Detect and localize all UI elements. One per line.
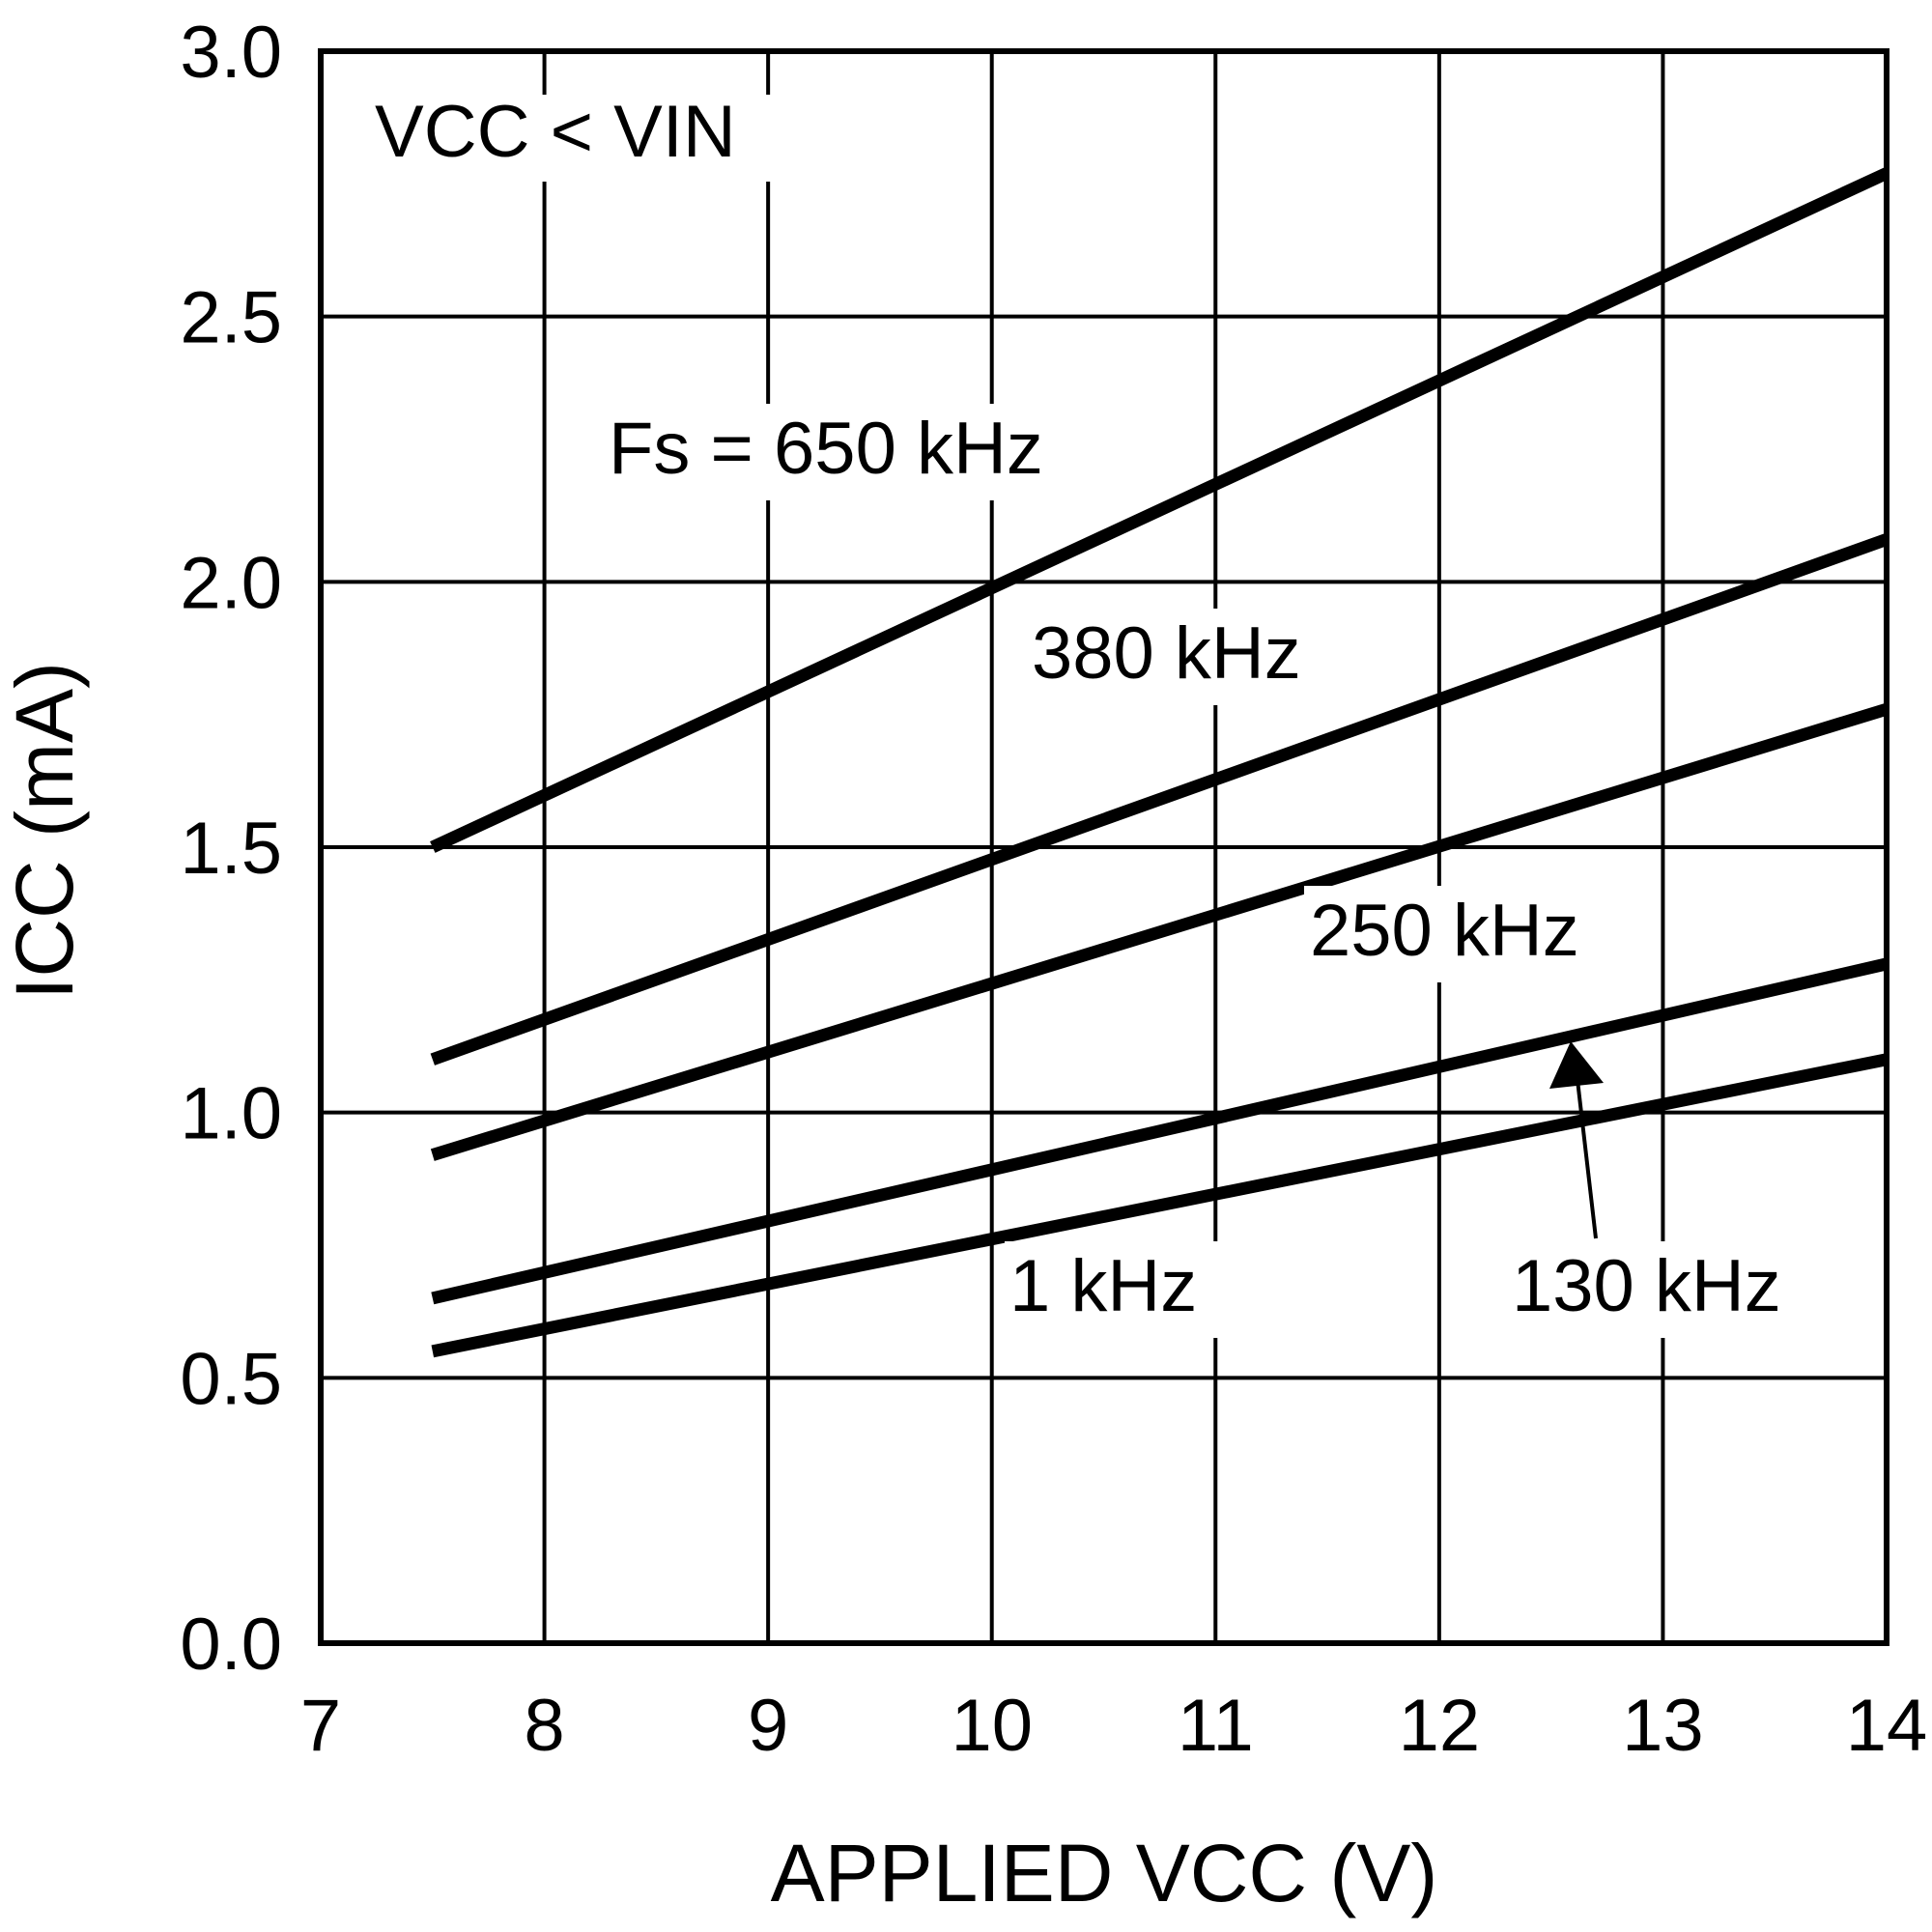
annotation-fs-130: 130 kHz: [1512, 1245, 1781, 1327]
y-tick-label: 3.0: [180, 12, 282, 94]
annotation-fs-1: 1 kHz: [1009, 1245, 1197, 1327]
x-tick-label: 9: [748, 1685, 788, 1767]
y-tick-label: 1.0: [180, 1073, 282, 1155]
grid-lines: [321, 51, 1887, 1643]
y-tick-labels: 0.0 0.5 1.0 1.5 2.0 2.5 3.0: [180, 12, 282, 1686]
fs-380-label-bg: [1024, 609, 1362, 705]
annotation-fs-380: 380 kHz: [1032, 612, 1301, 695]
series-lines: [430, 167, 1889, 1358]
annotation-fs-250: 250 kHz: [1310, 890, 1579, 972]
fs-130-label-bg: [1507, 1241, 1831, 1338]
x-tick-label: 14: [1846, 1685, 1928, 1767]
y-tick-label: 0.0: [180, 1604, 282, 1686]
x-tick-label: 11: [1178, 1685, 1254, 1767]
annotation-condition: VCC < VIN: [375, 91, 736, 173]
fs-650-label-bg: [604, 404, 1135, 500]
plot-border: [318, 48, 1889, 1646]
fs-250-label-bg: [1304, 886, 1637, 982]
x-axis-label: APPLIED VCC (V): [771, 1828, 1438, 1918]
x-tick-label: 13: [1622, 1685, 1704, 1767]
annotation-arrow: [1576, 1079, 1598, 1239]
x-tick-label: 7: [300, 1685, 341, 1767]
x-tick-label: 10: [951, 1685, 1033, 1767]
series-line-250-khz: [430, 702, 1889, 1161]
x-tick-label: 12: [1399, 1685, 1481, 1767]
y-tick-label: 2.0: [180, 542, 282, 624]
y-tick-label: 0.5: [180, 1338, 282, 1420]
annotation-arrowhead: [1549, 1041, 1604, 1089]
x-tick-labels: 7 8 9 10 11 12 13 14: [300, 1685, 1927, 1767]
plot-frame: [318, 48, 1889, 1646]
x-tick-label: 8: [524, 1685, 564, 1767]
y-axis-label: ICC (mA): [0, 662, 90, 1000]
annotation-fs-650: Fs = 650 kHz: [609, 408, 1043, 490]
y-tick-label: 2.5: [180, 277, 282, 359]
y-tick-label: 1.5: [180, 808, 282, 890]
series-line-380-khz: [430, 533, 1889, 1065]
series-line-130-khz: [431, 957, 1889, 1305]
condition-label-bg: [369, 95, 811, 182]
series-line-650-khz: [430, 167, 1889, 853]
series-line-1-khz: [431, 1053, 1889, 1358]
fs-1-label-bg: [1005, 1241, 1238, 1338]
